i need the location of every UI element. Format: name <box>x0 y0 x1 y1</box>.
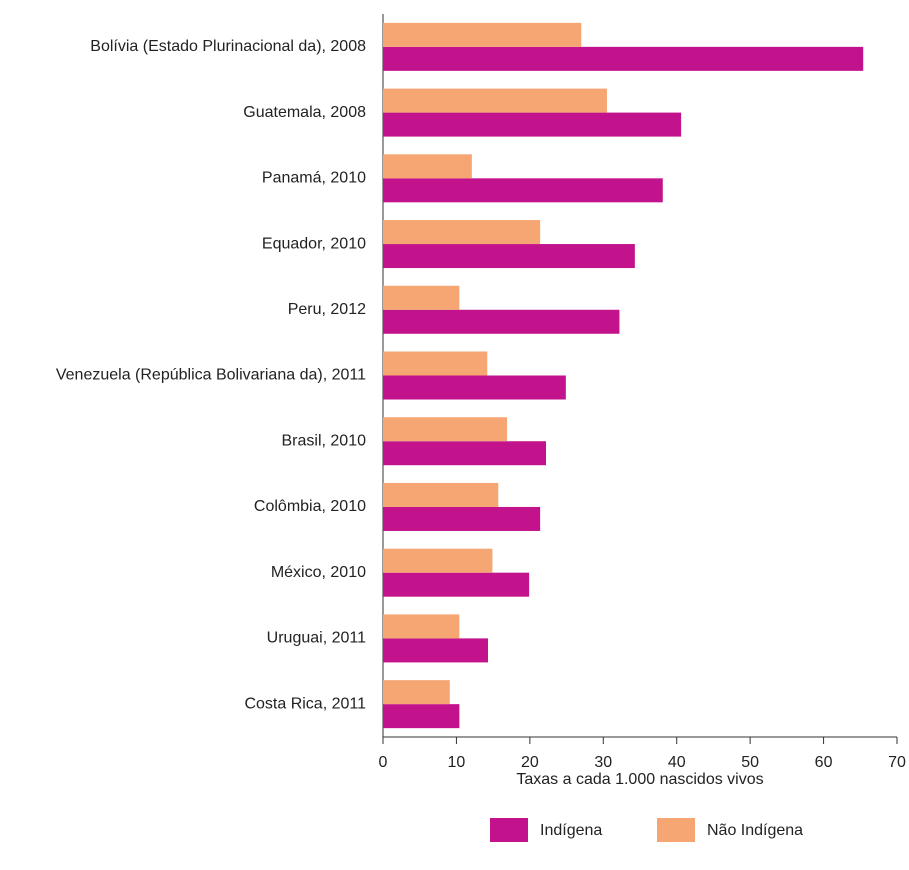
y-tick-label: Peru, 2012 <box>288 301 366 318</box>
bar <box>383 22 582 47</box>
bar <box>383 548 493 573</box>
bar <box>383 572 530 597</box>
bar <box>383 441 547 466</box>
bar <box>383 506 541 531</box>
legend-label: Não Indígena <box>707 822 803 839</box>
bar <box>383 351 488 376</box>
bar <box>383 154 472 179</box>
x-tick-label: 70 <box>888 754 906 771</box>
x-tick-label: 0 <box>379 754 388 771</box>
bar <box>383 482 499 507</box>
y-tick-label: Colômbia, 2010 <box>254 498 366 515</box>
bar <box>383 704 460 729</box>
y-tick-label: Uruguai, 2011 <box>267 630 366 647</box>
bar <box>383 178 663 203</box>
y-tick-label: Guatemala, 2008 <box>243 104 366 121</box>
x-tick-label: 40 <box>668 754 686 771</box>
y-tick-label: Bolívia (Estado Plurinacional da), 2008 <box>90 38 366 55</box>
y-tick-label: Equador, 2010 <box>262 235 366 252</box>
x-tick-label: 30 <box>594 754 612 771</box>
y-tick-label: Costa Rica, 2011 <box>244 695 366 712</box>
bar <box>383 46 864 71</box>
x-tick-label: 20 <box>521 754 539 771</box>
bar <box>383 417 508 442</box>
y-tick-label: Panamá, 2010 <box>262 170 366 187</box>
bar <box>383 680 450 705</box>
bar <box>383 375 566 400</box>
y-tick-label: México, 2010 <box>271 564 366 581</box>
y-tick-label: Brasil, 2010 <box>282 432 367 449</box>
legend-swatch <box>657 818 695 842</box>
bar <box>383 309 620 334</box>
bar <box>383 244 635 269</box>
bar <box>383 220 541 245</box>
x-tick-label: 50 <box>741 754 759 771</box>
x-tick-label: 10 <box>448 754 466 771</box>
bar <box>383 88 607 113</box>
legend-label: Indígena <box>540 822 602 839</box>
bar <box>383 112 682 137</box>
x-tick-label: 60 <box>815 754 833 771</box>
bar <box>383 638 489 663</box>
bar <box>383 285 460 310</box>
legend-swatch <box>490 818 528 842</box>
bar <box>383 614 460 639</box>
x-axis-title: Taxas a cada 1.000 nascidos vivos <box>516 771 763 788</box>
y-tick-label: Venezuela (República Bolivariana da), 20… <box>56 367 366 384</box>
